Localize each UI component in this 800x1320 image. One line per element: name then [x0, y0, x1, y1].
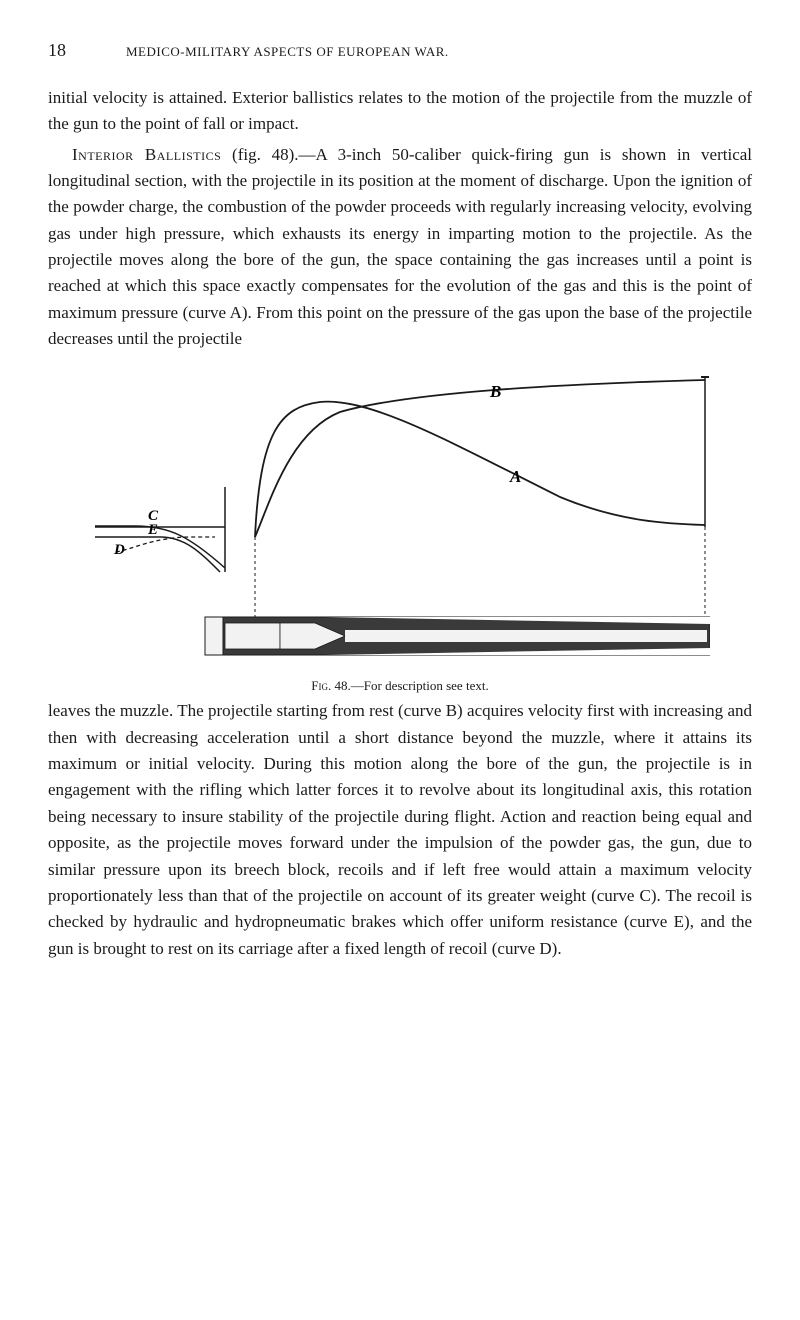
paragraph-1: initial velocity is attained. Exterior b…: [48, 85, 752, 138]
page-header: 18 MEDICO-MILITARY ASPECTS OF EUROPEAN W…: [48, 40, 752, 61]
figure-48: ABCDE Fig. 48.—For description see text.: [48, 372, 752, 694]
paragraph-3: leaves the muzzle. The projectile starti…: [48, 698, 752, 961]
p2-rest: (fig. 48).—A 3-inch 50-caliber quick-fir…: [48, 145, 752, 348]
running-title: MEDICO-MILITARY ASPECTS OF EUROPEAN WAR.: [126, 44, 449, 60]
p2-lead: Interior Ballistics: [72, 145, 221, 164]
figure-caption-label: Fig. 48.: [311, 678, 350, 693]
svg-text:D: D: [113, 542, 125, 558]
svg-text:E: E: [147, 522, 158, 538]
page-number: 18: [48, 40, 66, 61]
figure-caption-text: —For description see text.: [351, 678, 489, 693]
figure-caption: Fig. 48.—For description see text.: [48, 678, 752, 694]
figure-svg: ABCDE: [90, 372, 710, 672]
svg-text:A: A: [509, 467, 521, 486]
paragraph-2: Interior Ballistics (fig. 48).—A 3-inch …: [48, 142, 752, 353]
svg-text:B: B: [489, 382, 501, 401]
